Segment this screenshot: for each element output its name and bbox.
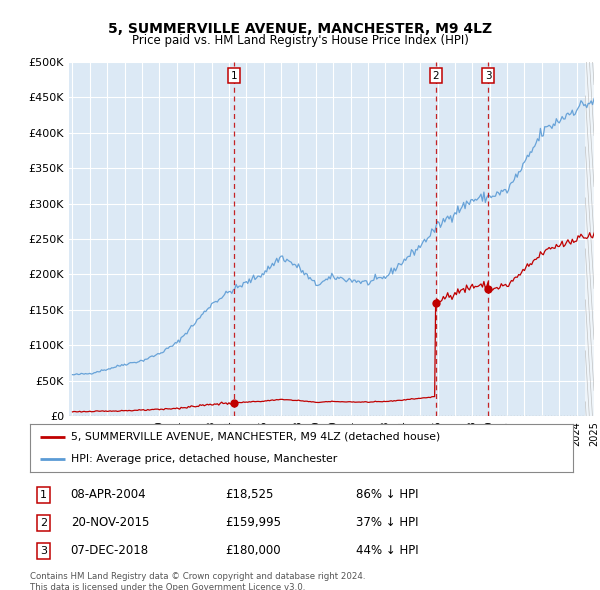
Text: £18,525: £18,525	[226, 489, 274, 502]
Text: HPI: Average price, detached house, Manchester: HPI: Average price, detached house, Manc…	[71, 454, 337, 464]
Text: 07-DEC-2018: 07-DEC-2018	[71, 544, 149, 557]
Text: 86% ↓ HPI: 86% ↓ HPI	[356, 489, 418, 502]
Text: 08-APR-2004: 08-APR-2004	[71, 489, 146, 502]
Text: £180,000: £180,000	[226, 544, 281, 557]
Text: Price paid vs. HM Land Registry's House Price Index (HPI): Price paid vs. HM Land Registry's House …	[131, 34, 469, 47]
Text: 1: 1	[230, 71, 237, 81]
Text: 20-NOV-2015: 20-NOV-2015	[71, 516, 149, 529]
Text: 5, SUMMERVILLE AVENUE, MANCHESTER, M9 4LZ: 5, SUMMERVILLE AVENUE, MANCHESTER, M9 4L…	[108, 22, 492, 36]
Text: 2: 2	[40, 518, 47, 527]
Text: 3: 3	[40, 546, 47, 556]
Text: 44% ↓ HPI: 44% ↓ HPI	[356, 544, 418, 557]
Text: 5, SUMMERVILLE AVENUE, MANCHESTER, M9 4LZ (detached house): 5, SUMMERVILLE AVENUE, MANCHESTER, M9 4L…	[71, 432, 440, 442]
Text: 3: 3	[485, 71, 491, 81]
Text: 1: 1	[40, 490, 47, 500]
Text: £159,995: £159,995	[226, 516, 281, 529]
Text: 37% ↓ HPI: 37% ↓ HPI	[356, 516, 418, 529]
Text: 2: 2	[433, 71, 439, 81]
Text: Contains HM Land Registry data © Crown copyright and database right 2024.
This d: Contains HM Land Registry data © Crown c…	[30, 572, 365, 590]
